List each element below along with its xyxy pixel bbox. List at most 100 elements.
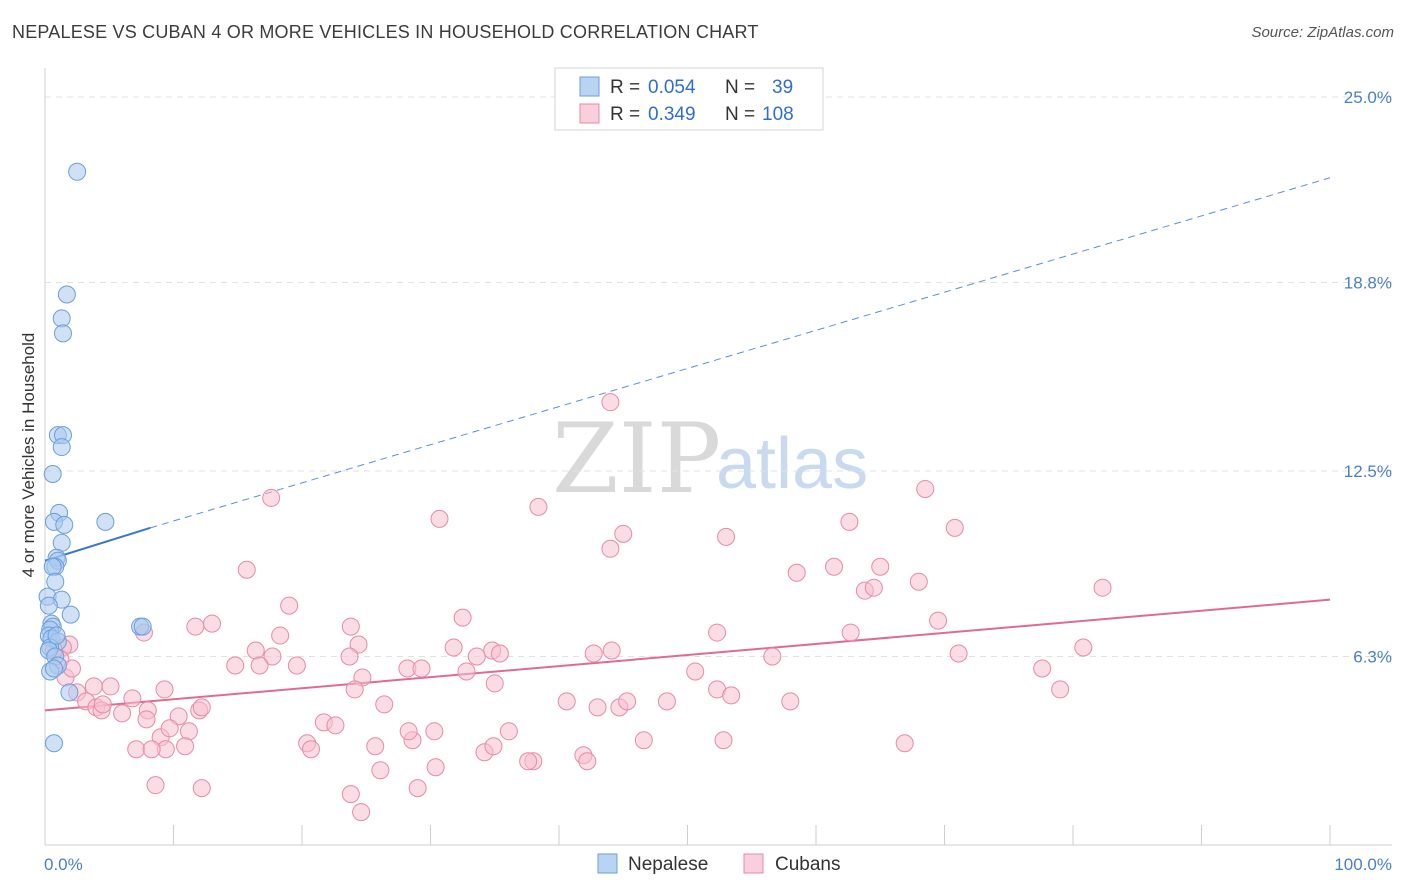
cubans-point-36 <box>602 641 621 660</box>
cubans-point-102 <box>578 752 597 771</box>
legend-n-value-1: 108 <box>762 104 794 125</box>
cubans-point-81 <box>686 662 705 681</box>
cubans-point-14 <box>909 572 928 591</box>
cubans-point-16 <box>864 578 883 597</box>
cubans-point-28 <box>349 635 368 654</box>
cubans-point-0 <box>601 393 620 412</box>
cubans-point-12 <box>787 563 806 582</box>
legend-nepalese-swatch <box>597 853 618 874</box>
nepalese-point-35 <box>44 659 63 678</box>
cubans-point-98 <box>499 722 518 741</box>
nepalese-point-10 <box>55 515 74 534</box>
cubans-point-103 <box>634 731 653 750</box>
y-tick-label-3: 25.0% <box>1344 88 1392 107</box>
cubans-point-21 <box>186 617 205 636</box>
cubans-point-82 <box>557 692 576 711</box>
chart-title: NEPALESE VS CUBAN 4 OR MORE VEHICLES IN … <box>12 22 759 42</box>
nepalese-point-2 <box>52 309 71 328</box>
cubans-point-77 <box>485 674 504 693</box>
nepalese-point-17 <box>46 572 65 591</box>
nepalese-point-7 <box>43 464 62 483</box>
cubans-point-25 <box>841 623 860 642</box>
cubans-point-48 <box>84 677 103 696</box>
x-tick-labels: 0.0% 100.0% <box>44 855 1392 874</box>
nepalese-point-1 <box>57 285 76 304</box>
cubans-point-23 <box>341 617 360 636</box>
cubans-point-3 <box>916 479 935 498</box>
cubans-point-11 <box>237 560 256 579</box>
cubans-point-89 <box>781 692 800 711</box>
cubans-point-29 <box>444 638 463 657</box>
nepalese-point-21 <box>61 605 80 624</box>
nepalese-trend-extension <box>150 177 1331 529</box>
cubans-point-35 <box>490 644 509 663</box>
nepalese-point-36 <box>60 683 79 702</box>
cubans-point-110 <box>192 779 211 798</box>
cubans-point-73 <box>326 716 345 735</box>
cubans-point-32 <box>584 644 603 663</box>
cubans-point-34 <box>340 647 359 666</box>
nepalese-point-11 <box>96 512 115 531</box>
cubans-point-2 <box>529 497 548 516</box>
cubans-point-95 <box>425 722 444 741</box>
cubans-trend-line <box>44 598 1331 712</box>
cubans-point-17 <box>1093 578 1112 597</box>
cubans-point-97 <box>484 737 503 756</box>
legend-n-value-0: 39 <box>772 77 793 98</box>
y-tick-label-0: 6.3% <box>1353 648 1392 667</box>
cubans-point-108 <box>341 785 360 804</box>
cubans-point-65 <box>179 722 198 741</box>
cubans-point-86 <box>657 692 676 711</box>
cubans-point-51 <box>123 689 142 708</box>
cubans-point-79 <box>345 680 364 699</box>
nepalese-point-16 <box>43 557 62 576</box>
cubans-swatch <box>579 103 600 124</box>
x-tick-label-0: 0.0% <box>44 855 83 874</box>
cubans-point-8 <box>717 527 736 546</box>
nepalese-point-0 <box>68 162 87 181</box>
cubans-point-74 <box>375 695 394 714</box>
watermark-zip: ZIP <box>552 403 721 515</box>
stats-legend-box <box>554 67 824 131</box>
cubans-point-109 <box>352 803 371 822</box>
cubans-point-18 <box>280 596 299 615</box>
y-tick-label-1: 12.5% <box>1344 462 1392 481</box>
cubans-point-6 <box>945 518 964 537</box>
nepalese-point-38 <box>47 626 66 645</box>
cubans-point-4 <box>430 509 449 528</box>
cubans-point-91 <box>301 740 320 759</box>
legend-r-value-1: 0.349 <box>648 104 696 125</box>
cubans-point-113 <box>1033 659 1052 678</box>
cubans-point-10 <box>824 557 843 576</box>
cubans-point-41 <box>250 656 269 675</box>
cubans-point-85 <box>618 692 637 711</box>
cubans-point-83 <box>588 698 607 717</box>
cubans-point-7 <box>614 524 633 543</box>
legend-n-label-1: N = <box>725 104 755 125</box>
cubans-point-63 <box>155 680 174 699</box>
cubans-point-94 <box>399 722 418 741</box>
cubans-point-112 <box>408 779 427 798</box>
cubans-point-76 <box>412 659 431 678</box>
nepalese-point-6 <box>52 438 71 457</box>
x-tick-label-1: 100.0% <box>1334 855 1392 874</box>
cubans-point-62 <box>192 698 211 717</box>
cubans-point-106 <box>371 761 390 780</box>
nepalese-point-23 <box>133 617 152 636</box>
y-tick-label-2: 18.8% <box>1344 274 1392 293</box>
series-legend: Nepalese Cubans <box>597 853 841 875</box>
cubans-point-60 <box>137 710 156 729</box>
cubans-point-105 <box>895 734 914 753</box>
cubans-point-9 <box>601 539 620 558</box>
nepalese-point-12 <box>52 533 71 552</box>
cubans-point-111 <box>146 776 165 795</box>
nepalese-point-37 <box>44 734 63 753</box>
y-axis-label: 4 or more Vehicles in Household <box>19 333 38 578</box>
cubans-point-39 <box>763 647 782 666</box>
legend-n-label-0: N = <box>725 77 755 98</box>
nepalese-point-20 <box>39 596 58 615</box>
cubans-point-104 <box>714 731 733 750</box>
watermark-atlas: atlas <box>716 424 868 504</box>
legend-cubans-swatch <box>743 853 764 874</box>
cubans-point-27 <box>271 626 290 645</box>
